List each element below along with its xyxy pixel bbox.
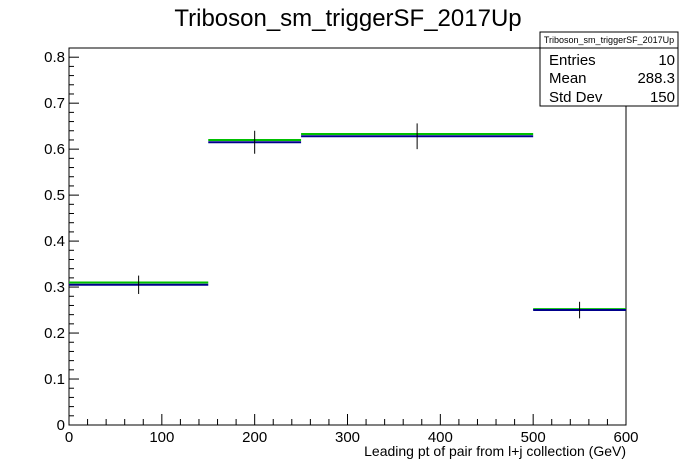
y-tick-label: 0.4 bbox=[44, 233, 65, 250]
x-tick-label: 100 bbox=[149, 429, 174, 446]
chart-title: Triboson_sm_triggerSF_2017Up bbox=[174, 5, 521, 32]
stats-mean-label: Mean bbox=[549, 70, 587, 87]
x-tick-label: 600 bbox=[613, 429, 638, 446]
stats-box: Triboson_sm_triggerSF_2017Up Entries 10 … bbox=[539, 31, 679, 107]
y-tick-label: 0.2 bbox=[44, 325, 65, 342]
y-tick-label: 0.7 bbox=[44, 95, 65, 112]
stats-entries-label: Entries bbox=[549, 52, 596, 69]
stats-entries-value: 10 bbox=[658, 52, 675, 69]
y-tick-label: 0.8 bbox=[44, 49, 65, 66]
x-axis: 0 100 200 300 400 500 600 bbox=[65, 414, 639, 446]
stats-box-border bbox=[539, 31, 679, 107]
stats-stddev-value: 150 bbox=[650, 89, 675, 106]
y-axis: 0 0.1 0.2 0.3 0.4 0.5 0.6 0.7 0.8 bbox=[44, 49, 79, 434]
y-tick-label: 0.5 bbox=[44, 187, 65, 204]
x-tick-label: 200 bbox=[242, 429, 267, 446]
stats-mean-value: 288.3 bbox=[637, 70, 675, 87]
x-tick-label: 300 bbox=[335, 429, 360, 446]
y-tick-label: 0.6 bbox=[44, 141, 65, 158]
x-tick-label: 500 bbox=[521, 429, 546, 446]
x-tick-label: 400 bbox=[428, 429, 453, 446]
y-tick-label: 0.3 bbox=[44, 279, 65, 296]
y-tick-label: 0 bbox=[57, 417, 65, 434]
x-axis-label: Leading pt of pair from l+j collection (… bbox=[364, 443, 626, 459]
x-tick-label: 0 bbox=[65, 429, 73, 446]
y-tick-label: 0.1 bbox=[44, 371, 65, 388]
histogram-bins bbox=[69, 123, 626, 319]
stats-stddev-label: Std Dev bbox=[549, 89, 603, 106]
stats-box-title: Triboson_sm_triggerSF_2017Up bbox=[544, 35, 674, 45]
